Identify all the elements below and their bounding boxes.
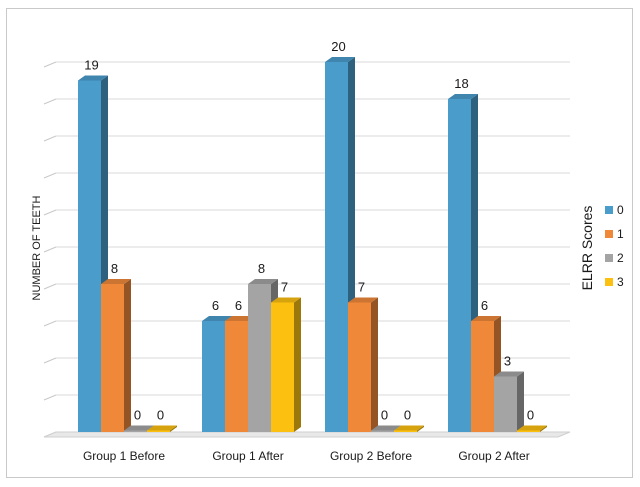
bar-side xyxy=(294,297,301,432)
gridline-tick xyxy=(43,172,57,179)
bar-front xyxy=(348,302,371,432)
bar-front xyxy=(471,321,494,432)
bar-top xyxy=(448,94,478,99)
legend-label: 2 xyxy=(617,251,624,265)
bar-top xyxy=(394,425,424,431)
y-axis-label: NUMBER OF TEETH xyxy=(31,195,43,300)
bar-top xyxy=(471,316,501,321)
bar-top xyxy=(202,316,232,321)
bar-front xyxy=(78,80,101,432)
data-label: 19 xyxy=(84,58,98,73)
legend-swatch xyxy=(605,278,613,286)
data-label: 8 xyxy=(258,261,265,276)
legend-label: 0 xyxy=(617,203,624,217)
data-label: 0 xyxy=(404,408,411,423)
gridline-tick xyxy=(43,394,57,401)
bar-front xyxy=(494,376,517,432)
data-label: 8 xyxy=(111,261,118,276)
bar-side xyxy=(371,297,378,432)
bar-side xyxy=(517,371,524,432)
bar-front xyxy=(248,284,271,432)
bar xyxy=(494,371,524,432)
gridline-tick xyxy=(43,135,57,142)
data-label: 0 xyxy=(134,408,141,423)
data-label: 7 xyxy=(358,280,365,295)
gridline-tick xyxy=(43,61,57,68)
bar-top xyxy=(325,57,355,62)
data-labels: 19 8 0 0 6 6 8 7 20 7 0 0 18 6 3 0 xyxy=(84,39,534,423)
bar-top xyxy=(124,425,154,431)
bar-top xyxy=(78,75,108,81)
bar-front xyxy=(325,62,348,432)
data-label: 20 xyxy=(331,39,345,54)
bar-top xyxy=(348,297,378,303)
bar xyxy=(271,297,301,432)
legend-title: ELRR Scores xyxy=(579,206,595,291)
gridline-tick xyxy=(43,357,57,364)
bar-top xyxy=(271,297,301,303)
data-label: 6 xyxy=(235,298,242,313)
bar xyxy=(348,297,378,432)
chart-floor xyxy=(43,431,571,438)
bar-front xyxy=(101,284,124,432)
bar-front xyxy=(124,430,147,432)
bar-side xyxy=(170,425,177,432)
legend-swatch xyxy=(605,254,613,262)
bar-side xyxy=(124,279,131,432)
bar-top xyxy=(147,425,177,431)
bar-top xyxy=(248,279,278,284)
category-labels: Group 1 Before Group 1 After Group 2 Befor… xyxy=(83,449,530,463)
data-label: 0 xyxy=(527,408,534,423)
gridline-tick xyxy=(43,320,57,327)
category-label: Group 2 Before xyxy=(330,449,412,463)
bar-top xyxy=(371,425,401,431)
data-label: 0 xyxy=(381,408,388,423)
bar-front xyxy=(517,430,540,432)
bar-front xyxy=(394,430,417,432)
bar-top xyxy=(101,279,131,284)
bar xyxy=(147,425,177,432)
bar-top xyxy=(225,316,255,321)
bar xyxy=(517,425,547,432)
data-label: 6 xyxy=(212,298,219,313)
gridline-tick xyxy=(43,283,57,290)
legend: 0 1 2 3 xyxy=(605,203,624,289)
data-label: 0 xyxy=(157,408,164,423)
legend-swatch xyxy=(605,230,613,238)
bar xyxy=(394,425,424,432)
bar-top xyxy=(517,425,547,431)
bar-front xyxy=(271,302,294,432)
bar-front xyxy=(147,430,170,432)
bar-front xyxy=(202,321,225,432)
data-label: 7 xyxy=(281,280,288,295)
data-label: 18 xyxy=(454,76,468,91)
gridline-tick xyxy=(43,209,57,216)
bars xyxy=(78,57,547,432)
data-label: 6 xyxy=(481,298,488,313)
legend-label: 3 xyxy=(617,275,624,289)
legend-swatch xyxy=(605,206,613,214)
bar-top xyxy=(494,371,524,377)
category-label: Group 1 After xyxy=(212,449,283,463)
bar-side xyxy=(417,425,424,432)
bar xyxy=(101,279,131,432)
gridline-tick xyxy=(43,246,57,253)
gridline-tick xyxy=(43,98,57,105)
category-label: Group 1 Before xyxy=(83,449,165,463)
legend-label: 1 xyxy=(617,227,624,241)
category-label: Group 2 After xyxy=(458,449,529,463)
bar-side xyxy=(540,425,547,432)
bar-front xyxy=(225,321,248,432)
bar-front xyxy=(448,99,471,432)
bar-front xyxy=(371,430,394,432)
data-label: 3 xyxy=(504,354,511,369)
